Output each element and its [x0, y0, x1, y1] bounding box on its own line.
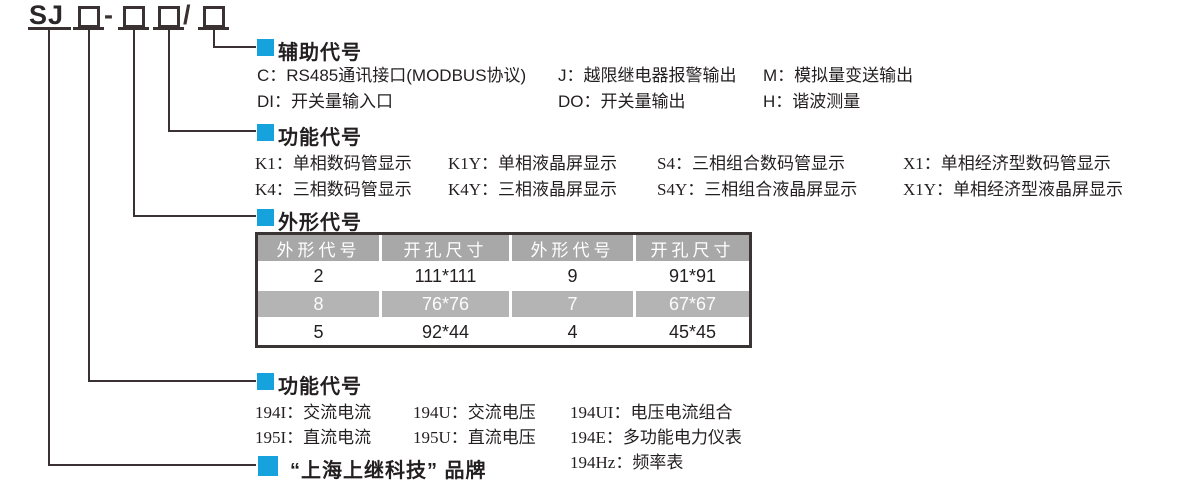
- table-cell: 45*45: [636, 319, 749, 345]
- section-bullet-icon: [258, 456, 278, 476]
- code-underline-1: [73, 27, 104, 30]
- measure-section-title: 功能代号: [278, 376, 362, 398]
- aux-item: J：越限继电器报警输出: [558, 66, 737, 85]
- shape-section-title: 外形代号: [278, 212, 362, 234]
- table-cell: 76*76: [382, 291, 509, 317]
- measure-item: 194I：交流电流: [255, 403, 372, 422]
- display-item: K1：单相数码管显示: [255, 154, 412, 173]
- measure-item: 194E：多功能电力仪表: [570, 428, 742, 447]
- connector-hline-display: [168, 130, 256, 132]
- code-underline-3: [153, 27, 184, 30]
- display-item: K4：三相数码管显示: [255, 180, 412, 199]
- aux-item: DO：开关量输出: [558, 92, 686, 111]
- connector-hline-aux: [213, 46, 256, 48]
- measure-item: 195I：直流电流: [255, 428, 372, 447]
- connector-hline-measure: [88, 380, 256, 382]
- code-box-4: [203, 6, 225, 28]
- table-cell: 111*111: [382, 263, 509, 289]
- table-header-cell: 开孔尺寸: [636, 235, 749, 261]
- table-cell: 2: [258, 263, 379, 289]
- display-item: X1：单相经济型数码管显示: [903, 154, 1111, 173]
- brand-label: “上海上继科技” 品牌: [290, 460, 487, 482]
- connector-hline-brand: [48, 464, 256, 466]
- code-underline-4: [198, 27, 229, 30]
- aux-item: C：RS485通讯接口(MODBUS协议): [257, 66, 527, 85]
- code-box-1: [78, 6, 100, 28]
- measure-item: 194UI：电压电流组合: [570, 403, 733, 422]
- shape-code-table: 外形代号 开孔尺寸 外形代号 开孔尺寸 2 111*111 9 91*91 8 …: [255, 232, 752, 348]
- table-cell: 5: [258, 319, 379, 345]
- measure-item: 195U：直流电压: [413, 428, 536, 447]
- display-section-title: 功能代号: [278, 127, 362, 149]
- code-underline-2: [118, 27, 149, 30]
- table-cell: 8: [258, 291, 379, 317]
- aux-section-title: 辅助代号: [278, 42, 362, 64]
- display-item: S4：三相组合数码管显示: [657, 154, 845, 173]
- display-item: K4Y：三相液晶屏显示: [448, 180, 618, 199]
- section-bullet-icon: [257, 209, 274, 226]
- code-box-3: [158, 6, 180, 28]
- table-cell: 4: [512, 319, 633, 345]
- table-header-cell: 外形代号: [258, 235, 379, 261]
- table-header-cell: 开孔尺寸: [382, 235, 509, 261]
- connector-vline-display: [168, 29, 170, 132]
- code-dash: -: [104, 0, 113, 30]
- table-header-cell: 外形代号: [512, 235, 633, 261]
- section-bullet-icon: [257, 39, 274, 56]
- code-slash: /: [183, 0, 191, 30]
- display-item: K1Y：单相液晶屏显示: [448, 154, 618, 173]
- connector-vline-aux: [213, 29, 215, 48]
- table-cell: 67*67: [636, 291, 749, 317]
- code-underline-prefix: [28, 27, 71, 30]
- code-box-2: [123, 6, 145, 28]
- connector-vline-measure: [88, 29, 90, 382]
- section-bullet-icon: [257, 124, 274, 141]
- aux-item: DI：开关量输入口: [257, 92, 393, 111]
- connector-vline-brand: [48, 29, 50, 466]
- table-cell: 9: [512, 263, 633, 289]
- section-bullet-icon: [257, 373, 274, 390]
- aux-item: H：谐波测量: [763, 92, 861, 111]
- table-cell: 92*44: [382, 319, 509, 345]
- measure-item: 194U：交流电压: [413, 403, 536, 422]
- display-item: S4Y：三相组合液晶屏显示: [657, 180, 858, 199]
- connector-hline-shape: [133, 215, 256, 217]
- table-cell: 7: [512, 291, 633, 317]
- table-cell: 91*91: [636, 263, 749, 289]
- display-item: X1Y：单相经济型液晶屏显示: [903, 180, 1124, 199]
- aux-item: M：模拟量变送输出: [763, 66, 914, 85]
- model-prefix: SJ: [29, 0, 65, 30]
- connector-vline-shape: [133, 29, 135, 217]
- measure-item: 194Hz：频率表: [570, 453, 684, 472]
